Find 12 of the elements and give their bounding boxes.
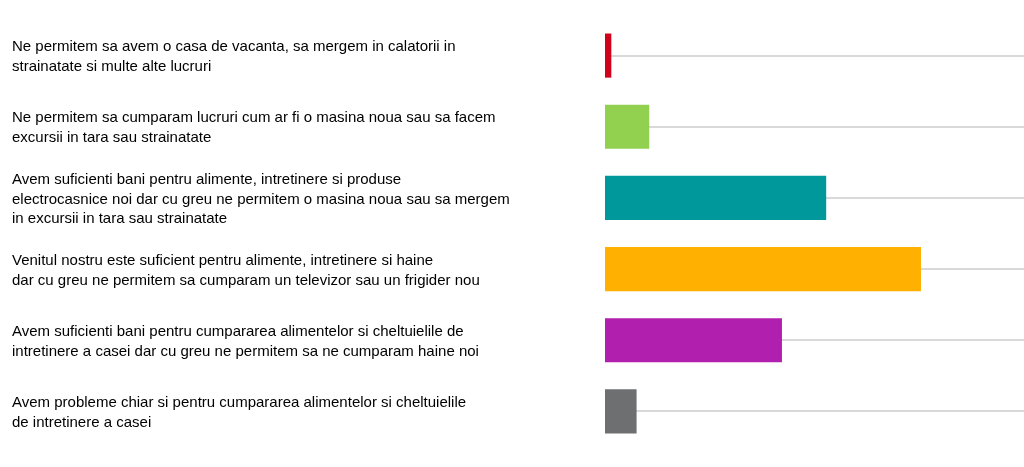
- y-tick-label: Avem suficienti bani pentru cumpararea alimentelor si cheltuielile de intretinere a casei dar cu greu ne permitem sa ne cumparam haine noi: [12, 322, 479, 359]
- y-tick-label: Avem suficienti bani pentru alimente, intretinere si produse electrocasnice noi dar cu greu ne permitem o masina noua sau sa mergem in excursii in tara sau strainatate: [12, 170, 510, 226]
- bar: [605, 175, 827, 220]
- bar: [605, 104, 650, 149]
- bar: [605, 389, 637, 434]
- bar: [605, 318, 782, 363]
- y-tick-label: Ne permitem sa avem o casa de vacanta, sa mergem in calatorii in strainatate si multe alte lucruri: [12, 37, 456, 74]
- bar: [605, 247, 921, 292]
- y-tick-label: Ne permitem sa cumparam lucruri cum ar fi o masina noua sau sa facem excursii in tara sau strainatate: [12, 108, 496, 145]
- y-tick-label: Venitul nostru este suficient pentru alimente, intretinere si haine dar cu greu ne permitem sa cumparam un televizor sau un frigider nou: [12, 251, 480, 288]
- bar: [605, 33, 612, 78]
- y-tick-label: Avem probleme chiar si pentru cumpararea alimentelor si cheltuielile de intretinere a casei: [12, 393, 467, 430]
